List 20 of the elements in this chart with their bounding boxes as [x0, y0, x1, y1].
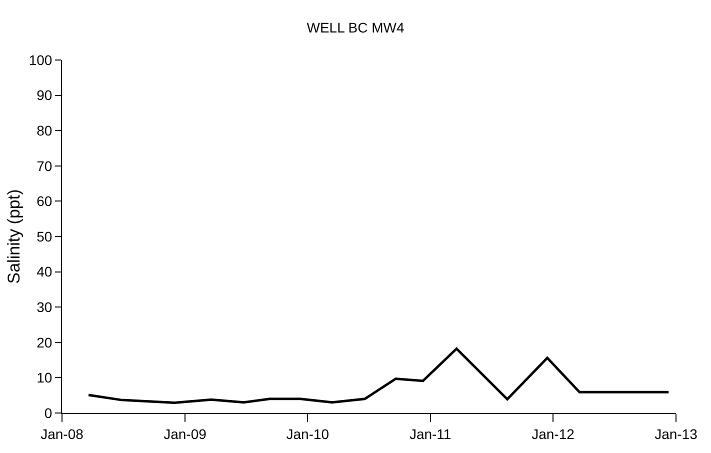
y-tick-label: 100	[28, 52, 52, 68]
x-tick-label: Jan-11	[409, 426, 452, 442]
chart-title: WELL BC MW4	[306, 19, 404, 36]
y-tick-label: 20	[36, 334, 52, 350]
y-tick-label: 90	[36, 87, 52, 104]
y-axis-title: Salinity (ppt)	[4, 189, 24, 284]
x-tick-label: Jan-08	[40, 426, 84, 442]
x-tick-label: Jan-09	[164, 426, 207, 442]
y-tick-label: 0	[44, 404, 52, 421]
y-tick-label: 70	[36, 158, 52, 174]
line-series	[87, 348, 670, 404]
x-tick-label: Jan-13	[654, 426, 698, 442]
x-tick-label: Jan-12	[532, 426, 575, 442]
y-tick-label: 40	[36, 264, 52, 280]
y-tick-label: 80	[36, 122, 52, 138]
y-tick-label: 10	[36, 370, 52, 386]
y-tick-label: 30	[36, 299, 52, 315]
y-tick-label: 50	[36, 228, 52, 244]
x-tick-label: Jan-10	[286, 426, 330, 442]
y-tick-label: 60	[36, 193, 52, 210]
